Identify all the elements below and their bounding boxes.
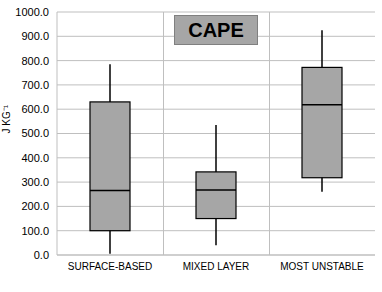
svg-text:1000.0: 1000.0 xyxy=(15,6,49,18)
svg-text:200.0: 200.0 xyxy=(21,200,49,212)
svg-text:400.0: 400.0 xyxy=(21,152,49,164)
svg-text:700.0: 700.0 xyxy=(21,79,49,91)
svg-text:0.0: 0.0 xyxy=(34,249,49,261)
svg-text:900.0: 900.0 xyxy=(21,30,49,42)
svg-text:500.0: 500.0 xyxy=(21,127,49,139)
svg-text:J KG⁻¹: J KG⁻¹ xyxy=(8,104,12,133)
html-text:CAPE: CAPE xyxy=(188,18,244,41)
svg-text:600.0: 600.0 xyxy=(21,103,49,115)
svg-text:100.0: 100.0 xyxy=(21,225,49,237)
svg-text:MOST UNSTABLE: MOST UNSTABLE xyxy=(280,261,364,272)
svg-text:MIXED LAYER: MIXED LAYER xyxy=(183,261,250,272)
svg-text:SURFACE-BASED: SURFACE-BASED xyxy=(68,261,152,272)
svg-text:800.0: 800.0 xyxy=(21,55,49,67)
svg-text:300.0: 300.0 xyxy=(21,176,49,188)
